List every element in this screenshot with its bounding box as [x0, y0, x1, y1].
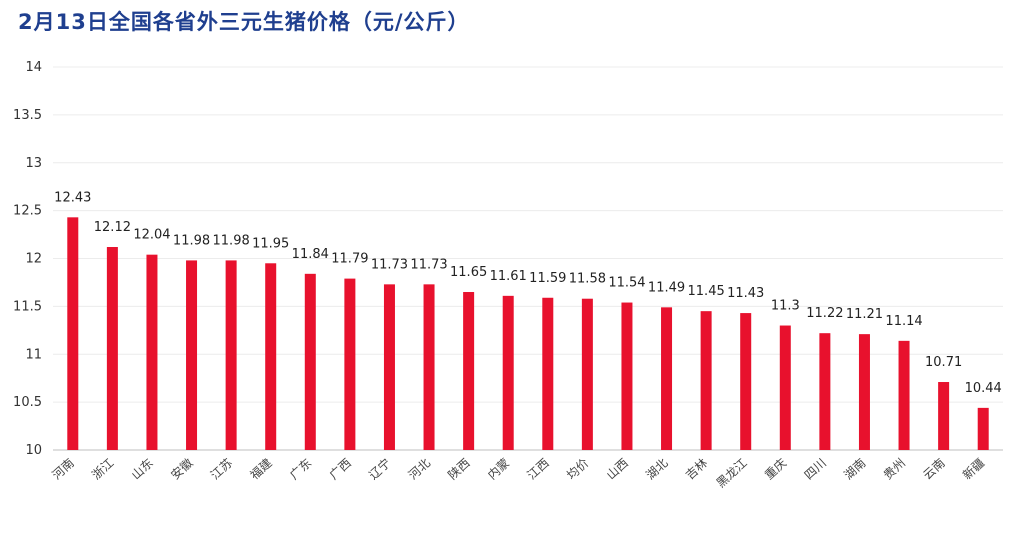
- chart-title: 2月13日全国各省外三元生猪价格（元/公斤）: [18, 10, 470, 34]
- bar: [581, 298, 593, 450]
- bar: [858, 334, 870, 450]
- data-label: 11.79: [331, 252, 368, 267]
- bar: [700, 311, 712, 450]
- bar: [740, 313, 752, 450]
- x-tick-label: 江苏: [208, 456, 235, 482]
- bar: [67, 217, 79, 450]
- bar: [661, 307, 673, 450]
- data-label: 11.95: [252, 236, 289, 251]
- data-label: 11.22: [806, 306, 843, 321]
- x-tick-label: 辽宁: [366, 455, 394, 482]
- x-tick-label: 四川: [802, 456, 829, 482]
- x-tick-label: 河北: [406, 456, 433, 482]
- bar: [304, 273, 316, 450]
- data-label: 11.65: [450, 265, 487, 280]
- bar: [106, 247, 118, 450]
- x-tick-label: 福建: [247, 455, 275, 482]
- x-tick-label: 山西: [604, 456, 631, 482]
- x-tick-label: 云南: [920, 455, 948, 482]
- y-tick-label: 14: [25, 60, 42, 75]
- x-tick-label: 安徽: [168, 455, 196, 482]
- bar: [542, 297, 554, 450]
- bar: [938, 382, 950, 450]
- y-tick-label: 10: [25, 443, 42, 458]
- x-tick-label: 湖北: [643, 455, 671, 482]
- x-tick-label: 浙江: [89, 456, 116, 482]
- data-label: 11.98: [173, 233, 210, 248]
- data-label: 12.12: [94, 220, 131, 235]
- x-tick-label: 陕西: [445, 455, 473, 482]
- data-label: 10.71: [925, 355, 962, 370]
- bar: [265, 263, 277, 450]
- bar: [977, 407, 989, 450]
- y-tick-label: 11: [25, 347, 42, 362]
- bar: [186, 260, 198, 450]
- bar: [898, 340, 910, 450]
- data-label: 11.98: [213, 233, 250, 248]
- data-label: 11.58: [569, 272, 606, 287]
- x-tick-label: 河南: [49, 455, 77, 482]
- bar: [344, 278, 356, 450]
- data-label: 11.54: [608, 276, 645, 291]
- y-tick-label: 12.5: [13, 204, 42, 219]
- bar: [502, 295, 514, 450]
- data-label: 10.44: [965, 381, 1002, 396]
- x-tick-label: 吉林: [683, 456, 710, 482]
- data-label: 11.61: [490, 269, 527, 284]
- y-tick-label: 10.5: [13, 395, 42, 410]
- data-label: 11.73: [371, 257, 408, 272]
- y-tick-label: 13: [25, 156, 42, 171]
- y-tick-label: 12: [25, 252, 42, 267]
- x-tick-label: 广东: [287, 456, 314, 482]
- x-tick-label: 均价: [564, 456, 591, 482]
- data-label: 12.43: [54, 190, 91, 205]
- bar: [383, 284, 395, 450]
- x-tick-label: 湖南: [841, 455, 869, 482]
- x-tick-label: 广西: [327, 456, 354, 482]
- data-label: 11.14: [885, 314, 922, 329]
- data-label: 12.04: [133, 228, 170, 243]
- data-label: 11.21: [846, 307, 883, 322]
- data-label: 11.49: [648, 280, 685, 295]
- x-tick-label: 黑龙江: [714, 456, 750, 491]
- bar: [423, 284, 435, 450]
- y-tick-label: 11.5: [13, 299, 42, 314]
- x-tick-label: 山东: [129, 456, 156, 482]
- bar: [779, 325, 791, 450]
- data-label: 11.43: [727, 286, 764, 301]
- data-label: 11.45: [688, 284, 725, 299]
- y-tick-label: 13.5: [13, 108, 42, 123]
- x-tick-label: 重庆: [762, 456, 789, 482]
- data-label: 11.73: [410, 257, 447, 272]
- bar: [225, 260, 237, 450]
- bar: [819, 333, 831, 450]
- data-label: 11.3: [771, 299, 800, 314]
- data-label: 11.84: [292, 247, 329, 262]
- data-label: 11.59: [529, 271, 566, 286]
- x-tick-label: 贵州: [881, 456, 908, 482]
- bar: [146, 254, 158, 450]
- bar: [621, 302, 633, 450]
- x-tick-label: 江西: [525, 456, 552, 482]
- bar: [463, 292, 475, 450]
- x-tick-label: 新疆: [959, 455, 987, 482]
- x-tick-label: 内蒙: [485, 456, 512, 482]
